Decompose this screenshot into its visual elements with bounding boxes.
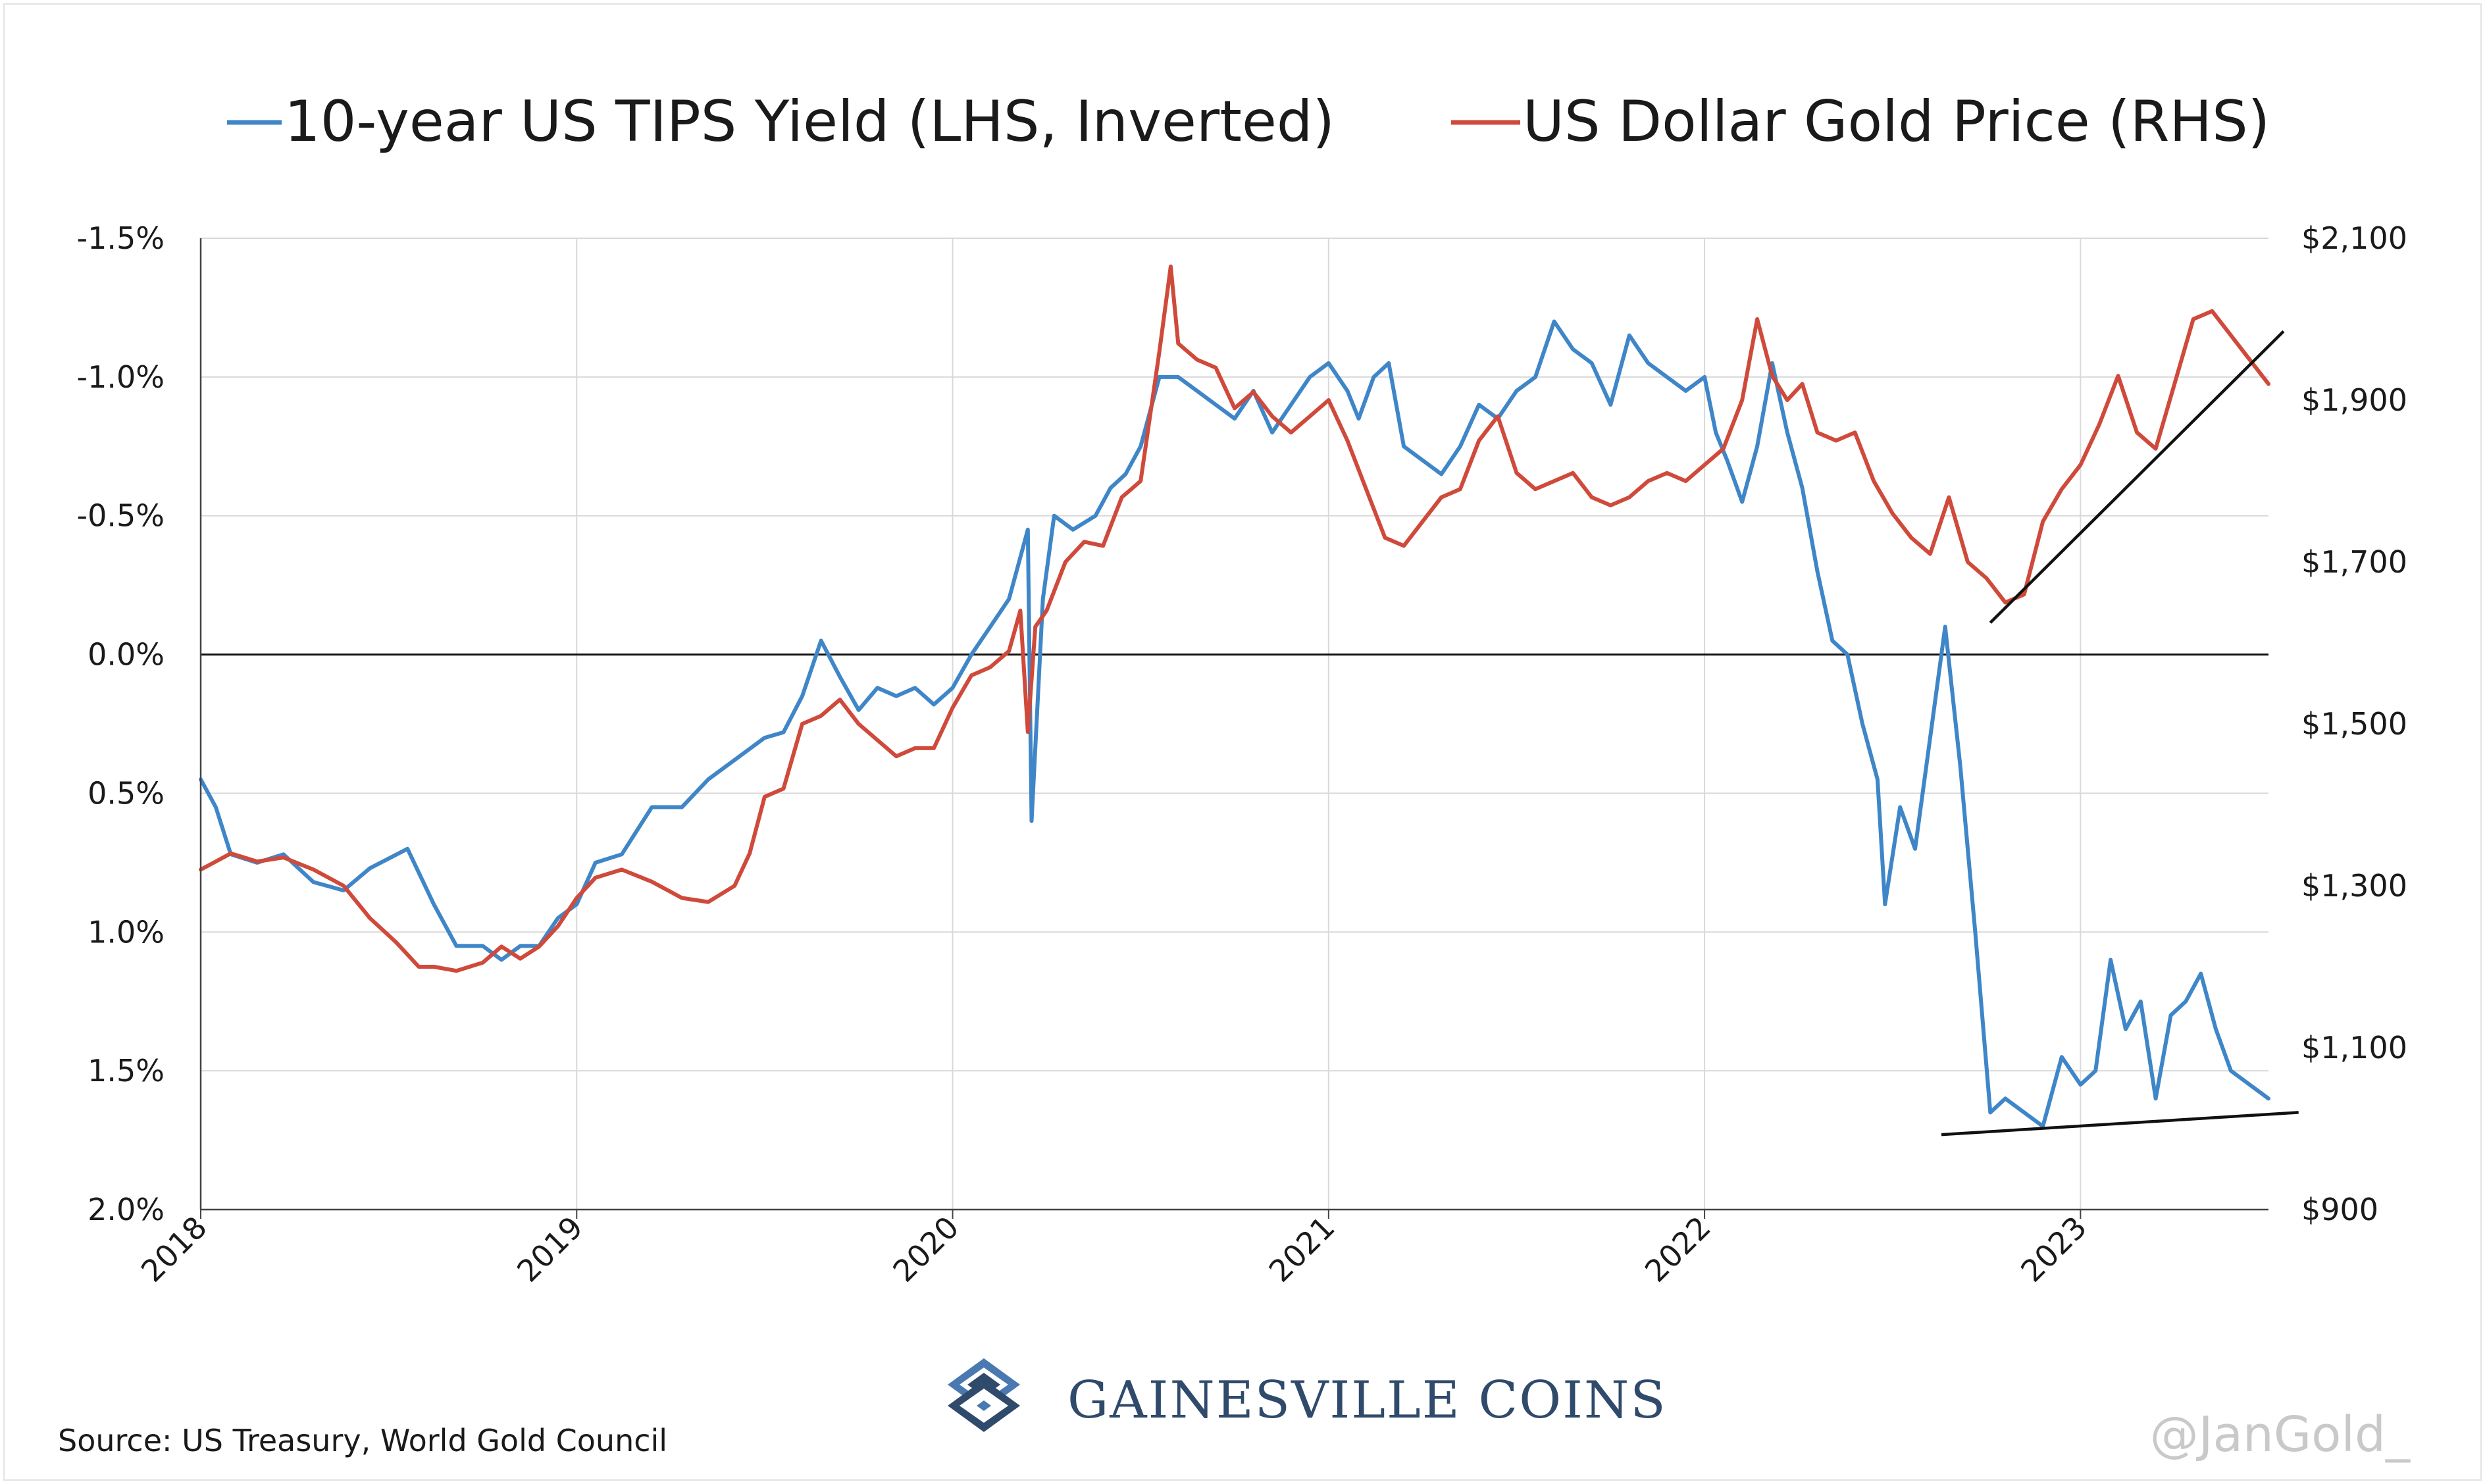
y-right-tick-label: $1,500 — [2301, 706, 2407, 742]
y-left-tick-label: 2.0% — [88, 1192, 165, 1227]
brand-logo: GAINESVILLE COINS — [948, 1358, 1667, 1432]
y-right-tick-label: $1,700 — [2301, 544, 2407, 580]
y-right-tick-label: $900 — [2301, 1192, 2378, 1227]
series-group — [199, 265, 2270, 1129]
y-left-tick-label: 1.0% — [88, 914, 165, 950]
y-left-tick-label: 1.5% — [88, 1053, 165, 1088]
frame — [3, 3, 2482, 1481]
y-left-tick-label: -1.0% — [77, 359, 165, 395]
tips-trendline — [1941, 1111, 2299, 1137]
y-left-tick-label: 0.5% — [88, 775, 165, 811]
y-left-tick-label: 0.0% — [88, 637, 165, 673]
legend-label-tips: 10-year US TIPS Yield (LHS, Inverted) — [284, 89, 1335, 155]
y-left-tick-label: -0.5% — [77, 498, 165, 534]
gold-trendline — [1989, 330, 2285, 624]
gainesville-logo-icon — [948, 1358, 1020, 1432]
source-note: Source: US Treasury, World Gold Council — [58, 1423, 667, 1458]
legend: 10-year US TIPS Yield (LHS, Inverted) US… — [227, 89, 2270, 155]
y-right-tick-label: $1,900 — [2301, 382, 2407, 418]
author-handle: @JanGold_ — [2150, 1406, 2411, 1463]
legend-label-gold: US Dollar Gold Price (RHS) — [1523, 89, 2270, 155]
trendlines — [1941, 330, 2299, 1137]
y-right-tick-label: $1,300 — [2301, 868, 2407, 904]
tips-yield-line — [199, 319, 2270, 1129]
gold-price-line — [199, 265, 2270, 973]
brand-name: GAINESVILLE COINS — [1067, 1371, 1667, 1430]
y-right-tick-label: $1,100 — [2301, 1030, 2407, 1065]
plot-axes — [199, 238, 2268, 1219]
y-right-tick-label: $2,100 — [2301, 220, 2407, 256]
y-left-tick-label: -1.5% — [77, 220, 165, 256]
